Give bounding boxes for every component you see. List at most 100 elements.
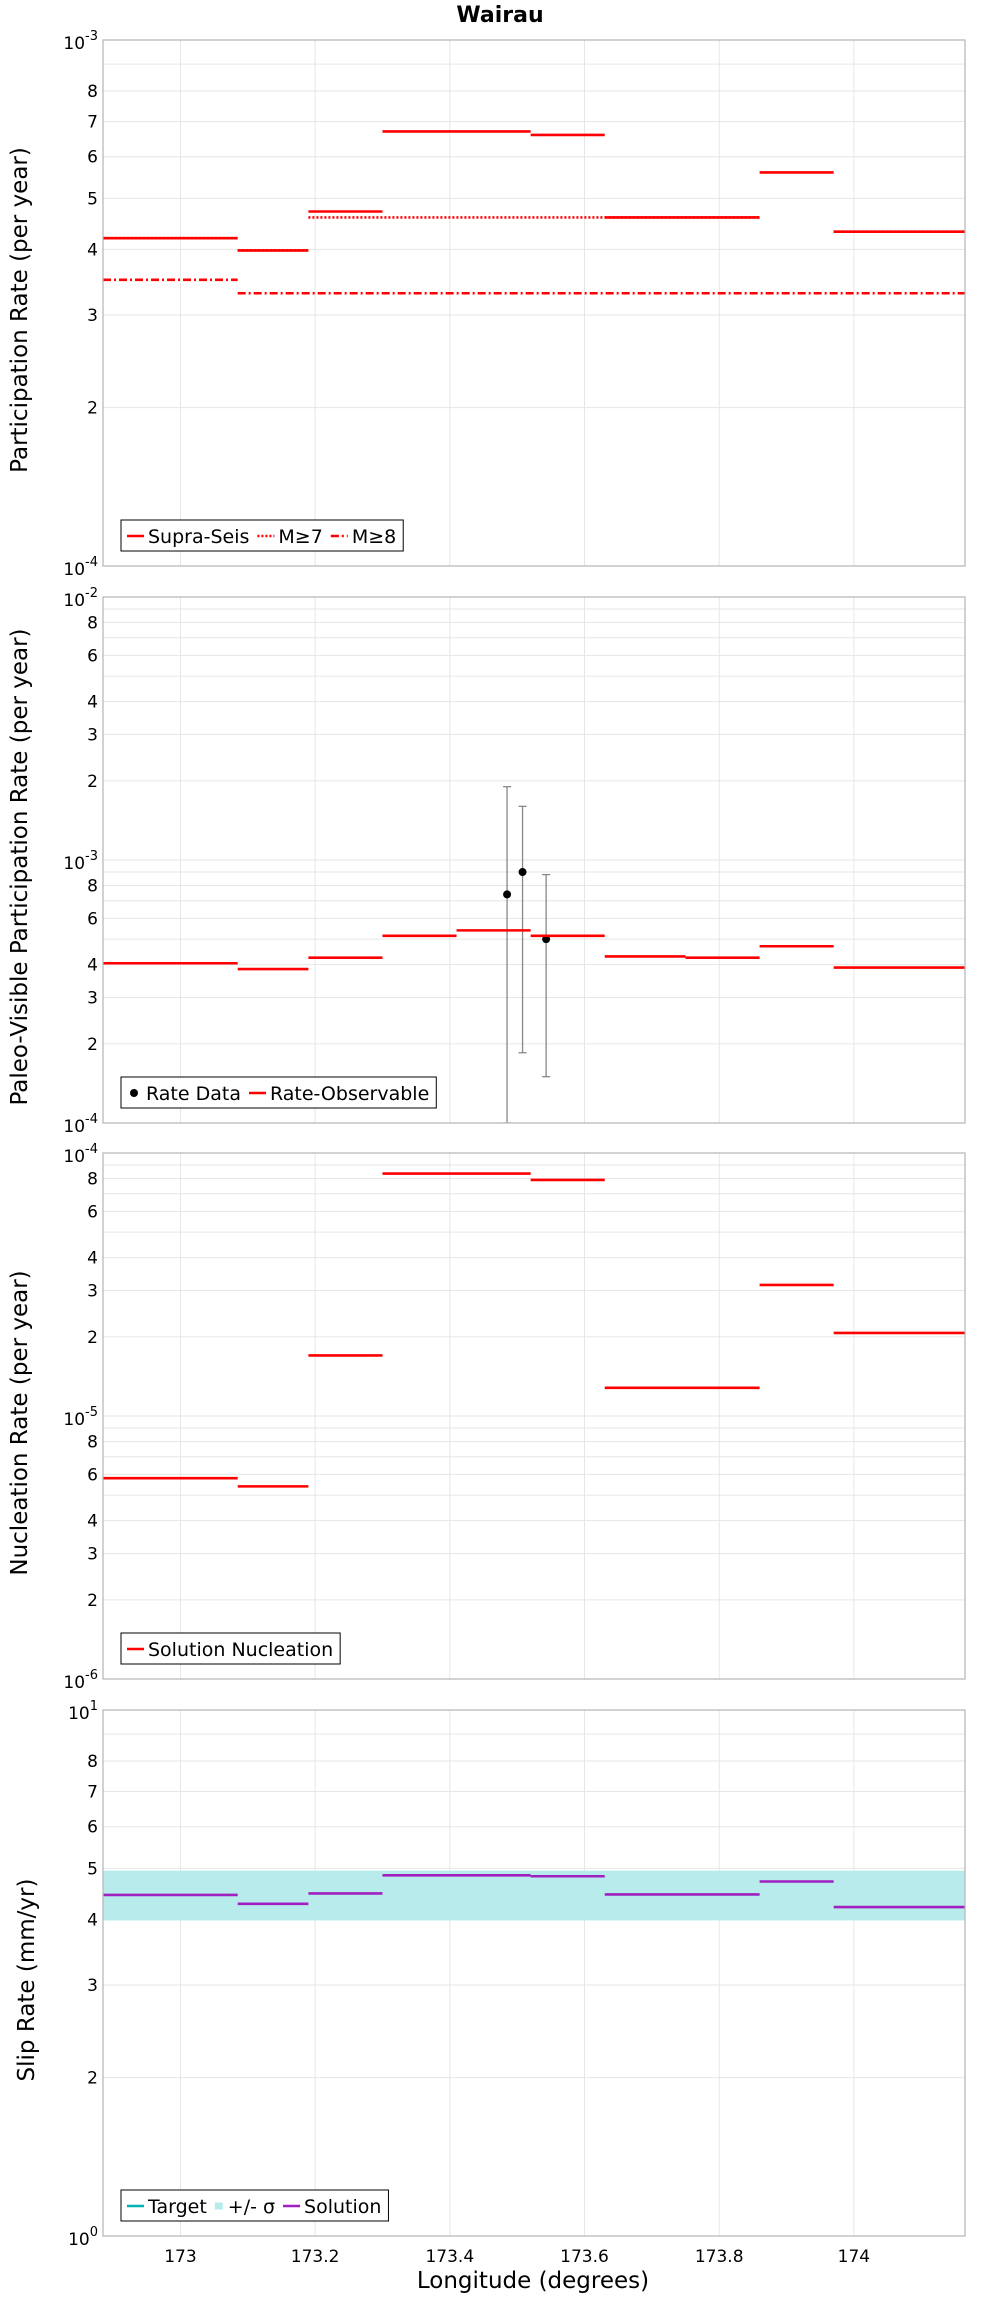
- legend-label: Supra-Seis: [148, 526, 249, 548]
- legend-label: Solution Nucleation: [148, 1639, 333, 1661]
- legend-label: M≥7: [278, 526, 322, 548]
- series-layer: [103, 130, 965, 295]
- x-axis-label: Longitude (degrees): [417, 2268, 649, 2294]
- panel-4: 100 2 3 4 5 6 7 8 101 Slip Rate (mm/yr) Target +/- …: [14, 1699, 966, 2267]
- y-tick-label: 10-3: [63, 29, 98, 54]
- y-tick-label: 8: [87, 1752, 98, 1772]
- plot-area: [103, 40, 965, 566]
- y-tick-label: 6: [87, 1818, 98, 1838]
- panel-1: 10-4 2 3 4 5 6 7 8 10-3 Participation Rate (per y…: [7, 29, 966, 580]
- y-tick-label: 3: [87, 1282, 98, 1302]
- legend-item: M≥8: [330, 526, 396, 548]
- x-tick-label: 173.2: [291, 2247, 340, 2267]
- y-tick-label: 10-3: [63, 849, 98, 874]
- legend-label: Rate Data: [146, 1083, 241, 1105]
- series-layer: [103, 786, 965, 1123]
- plot-area: [103, 1710, 965, 2236]
- y-tick-label: 4: [87, 1249, 98, 1269]
- y-tick-label: 8: [87, 82, 98, 102]
- y-tick-label: 6: [87, 1202, 98, 1222]
- plot-frame: [102, 1709, 966, 2237]
- y-tick-label: 4: [87, 1910, 98, 1930]
- y-tick-label: 101: [68, 1699, 98, 1724]
- y-tick-label: 4: [87, 240, 98, 260]
- y-tick-labels: 10-4 2 3 4 5 6 7 8 10-3: [63, 29, 98, 580]
- legend-item: Rate-Observable: [248, 1083, 429, 1105]
- legend-item: +/- σ: [214, 2196, 275, 2218]
- legend-box: [120, 2189, 389, 2222]
- y-tick-label: 2: [87, 772, 98, 792]
- y-tick-label: 2: [87, 399, 98, 419]
- series-layer: [103, 1172, 965, 1488]
- y-tick-label: 6: [87, 909, 98, 929]
- y-tick-label: 10-5: [63, 1405, 98, 1430]
- y-axis-label: Participation Rate (per year): [7, 147, 33, 473]
- y-tick-label: 6: [87, 148, 98, 168]
- data-point: [518, 868, 527, 877]
- legend-label: Solution: [304, 2196, 381, 2218]
- legend-item: Target: [127, 2196, 207, 2218]
- y-tick-label: 3: [87, 1545, 98, 1565]
- x-tick-label: 173: [164, 2247, 196, 2267]
- y-tick-label: 2: [87, 2069, 98, 2089]
- grid: [103, 597, 965, 1123]
- y-tick-label: 8: [87, 613, 98, 633]
- y-tick-label: 6: [87, 1465, 98, 1485]
- y-tick-label: 10-6: [63, 1668, 98, 1693]
- x-tick-label: 173.8: [695, 2247, 744, 2267]
- y-axis-label: Nucleation Rate (per year): [7, 1270, 33, 1575]
- y-tick-label: 10-4: [63, 1142, 98, 1167]
- y-tick-label: 8: [87, 876, 98, 896]
- legend-label: M≥8: [352, 526, 396, 548]
- plot-frame: [102, 39, 966, 567]
- y-tick-label: 3: [87, 1976, 98, 1996]
- y-tick-label: 3: [87, 306, 98, 326]
- y-tick-label: 5: [87, 189, 98, 209]
- y-tick-label: 100: [68, 2225, 98, 2250]
- y-tick-label: 4: [87, 1512, 98, 1532]
- y-tick-label: 2: [87, 1035, 98, 1055]
- legend-label: Rate-Observable: [270, 1083, 429, 1105]
- data-point: [503, 890, 512, 899]
- y-tick-label: 2: [87, 1591, 98, 1611]
- legend: Supra-Seis M≥7 M≥8: [120, 519, 404, 552]
- legend: Target +/- σ Solution: [120, 2189, 389, 2222]
- data-point: [542, 935, 551, 944]
- y-tick-label: 10-4: [63, 1112, 98, 1137]
- y-axis-label: Slip Rate (mm/yr): [14, 1879, 40, 2082]
- legend-label: +/- σ: [228, 2196, 275, 2218]
- grid: [103, 1153, 965, 1679]
- legend-label: Target: [147, 2196, 207, 2218]
- legend-item: Supra-Seis: [127, 526, 249, 548]
- y-tick-label: 10-2: [63, 586, 98, 611]
- y-tick-labels: 100 2 3 4 5 6 7 8 101: [68, 1699, 98, 2250]
- y-axis-label: Paleo-Visible Participation Rate (per ye…: [7, 628, 33, 1105]
- plot-frame: [102, 1152, 966, 1680]
- x-tick-label: 173.4: [425, 2247, 474, 2267]
- y-tick-label: 4: [87, 956, 98, 976]
- x-tick-label: 174: [838, 2247, 870, 2267]
- legend-box: [120, 1632, 341, 1665]
- legend-item: Solution Nucleation: [127, 1639, 333, 1661]
- x-tick-label: 173.6: [560, 2247, 609, 2267]
- legend-item: M≥7: [257, 526, 323, 548]
- legend-box: [120, 1076, 437, 1109]
- y-tick-label: 4: [87, 693, 98, 713]
- legend: Solution Nucleation: [120, 1632, 341, 1665]
- y-tick-label: 3: [87, 726, 98, 746]
- y-tick-label: 5: [87, 1859, 98, 1879]
- legend: Rate Data Rate-Observable: [120, 1076, 437, 1109]
- series-layer: [103, 1870, 965, 1921]
- y-tick-label: 7: [87, 1782, 98, 1802]
- plot-frame: [102, 596, 966, 1124]
- y-tick-label: 8: [87, 1432, 98, 1452]
- y-tick-label: 7: [87, 112, 98, 132]
- series-2-band: [103, 1870, 965, 1921]
- legend-marker: [130, 1089, 138, 1097]
- grid: [103, 40, 965, 566]
